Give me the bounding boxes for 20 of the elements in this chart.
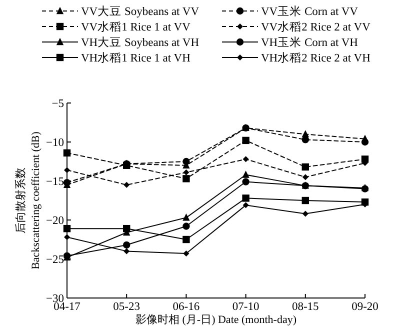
legend-label: VV水稻2 Rice 2 at VV xyxy=(261,20,372,34)
x-axis-title: 影像时相 (月-日) Date (month-day) xyxy=(136,313,297,326)
legend-label: VH大豆 Soybeans at VH xyxy=(81,36,200,49)
legend-label: VH水稻2 Rice 2 at VH xyxy=(261,52,370,64)
y-tick-label: −5 xyxy=(52,98,64,110)
legend-label: VV水稻1 Rice 1 at VV xyxy=(81,20,192,34)
y-tick-label: −25 xyxy=(46,254,64,266)
legend-label: VV大豆 Soybeans at VV xyxy=(81,5,200,18)
x-tick-label: 05-23 xyxy=(113,301,140,313)
x-tick-label: 07-10 xyxy=(232,301,260,313)
x-tick-label: 09-20 xyxy=(352,301,379,313)
y-tick-label: −20 xyxy=(46,215,64,227)
legend-label: VV玉米 Corn at VV xyxy=(261,5,359,18)
legend-label: VH玉米 Corn at VH xyxy=(261,36,358,49)
y-tick-label: −10 xyxy=(46,137,64,149)
legend-label: VH水稻1 Rice 1 at VH xyxy=(81,52,190,64)
x-tick-label: 08-15 xyxy=(292,301,320,313)
y-tick-label: −15 xyxy=(46,176,64,188)
y-axis-title: 后向散射系数 Backscattering coefficient (dB) xyxy=(14,131,42,270)
x-tick-label: 06-16 xyxy=(172,301,200,313)
